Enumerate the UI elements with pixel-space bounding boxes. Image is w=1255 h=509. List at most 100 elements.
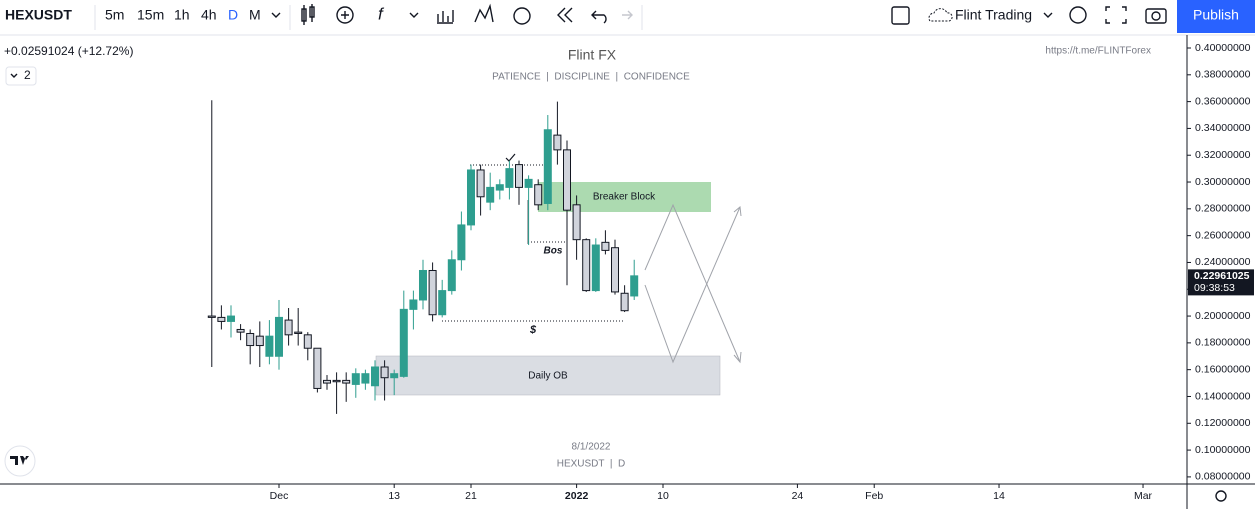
interval[interactable]: 1h [174, 7, 190, 23]
y-tick-label: 0.28000000 [1195, 203, 1251, 215]
settings-button[interactable] [1069, 6, 1087, 24]
candle-body [630, 275, 639, 297]
interval[interactable]: 5m [105, 7, 124, 23]
candle-body [620, 292, 629, 312]
redo-button[interactable] [622, 10, 633, 20]
chart-title: Flint FX [568, 47, 617, 63]
projection-path [644, 203, 741, 363]
candle-body [418, 269, 427, 301]
y-tick-label: 0.14000000 [1195, 390, 1251, 402]
candle-body [409, 299, 418, 310]
expand-button[interactable] [1105, 6, 1127, 24]
compare-icon [341, 11, 349, 19]
candle-body [447, 259, 456, 292]
templates-button[interactable] [437, 10, 454, 24]
candle-body [582, 239, 591, 292]
y-tick-label: 0.26000000 [1195, 229, 1251, 241]
y-tick-label: 0.20000000 [1195, 310, 1251, 322]
candle-body [332, 379, 341, 383]
watermark: HEXUSDT | D [557, 459, 626, 470]
indicator-toggle-icon [10, 73, 18, 78]
undo-button[interactable] [591, 10, 607, 24]
y-tick-label: 0.32000000 [1195, 149, 1251, 161]
snapshot-lens [1151, 11, 1161, 21]
last-price: 0.22961025 [1194, 270, 1250, 282]
axis-settings[interactable] [1215, 490, 1227, 502]
bos-label: Bos [544, 246, 563, 257]
candle-body [563, 149, 572, 211]
symbol[interactable]: HEXUSDT [5, 7, 72, 23]
candle-body [226, 315, 235, 322]
countdown: 09:38:53 [1194, 282, 1235, 294]
candle-body [236, 328, 245, 333]
chart-subtitle: PATIENCE | DISCIPLINE | CONFIDENCE [492, 72, 690, 83]
replay-back[interactable] [557, 7, 573, 23]
y-tick-label: 0.08000000 [1195, 471, 1251, 483]
candle-body [284, 319, 293, 336]
candle-body [543, 129, 552, 204]
interval-menu[interactable] [271, 12, 281, 18]
candle-body [294, 331, 303, 334]
layout-name[interactable]: Flint Trading [955, 7, 1032, 23]
candle-body [428, 269, 437, 316]
y-tick-label: 0.16000000 [1195, 363, 1251, 375]
x-tick-label: Feb [865, 490, 883, 502]
x-tick-label: 13 [388, 490, 400, 502]
indicators-button[interactable]: f [378, 4, 385, 23]
compare-button[interactable] [336, 6, 354, 24]
publish-button[interactable] [1177, 0, 1255, 33]
zone-label: Breaker Block [593, 192, 656, 203]
change: +0.02591024 (+12.72%) [4, 44, 133, 58]
logo-mark [10, 456, 29, 465]
candle-body [524, 178, 533, 188]
candle-body [553, 134, 562, 151]
candle-body [274, 316, 283, 357]
indicator-count[interactable]: 2 [24, 68, 31, 82]
projection-arrow [733, 351, 742, 364]
indicator-toggle[interactable] [5, 66, 37, 86]
interval[interactable]: 4h [201, 7, 217, 23]
candle-body [322, 379, 331, 384]
chart-style-button[interactable] [301, 4, 315, 25]
indicators-menu[interactable] [409, 12, 419, 18]
x-tick-label: Dec [270, 490, 289, 502]
x-tick-label: 14 [993, 490, 1005, 502]
x-tick-label: 10 [657, 490, 669, 502]
cloud-icon [928, 8, 953, 22]
daily-ob-zone [375, 355, 721, 396]
layout-menu[interactable] [1043, 12, 1053, 18]
projection-arrow [733, 206, 742, 217]
candle-body [265, 335, 274, 357]
candle-body [207, 315, 216, 318]
y-tick-label: 0.30000000 [1195, 176, 1251, 188]
x-tick-label: 24 [792, 490, 804, 502]
y-tick-label: 0.10000000 [1195, 444, 1251, 456]
liquidity-label: $ [529, 324, 537, 336]
interval[interactable]: 15m [137, 7, 164, 23]
fullscreen-button[interactable] [891, 6, 910, 25]
y-tick-label: 0.34000000 [1195, 122, 1251, 134]
publish-label[interactable]: Publish [1193, 7, 1239, 23]
logo[interactable] [4, 445, 36, 477]
x-tick-label: Mar [1134, 490, 1153, 502]
candle-body [370, 366, 379, 387]
y-tick-label: 0.24000000 [1195, 256, 1251, 268]
interval-active[interactable]: D [228, 7, 238, 23]
candle-body [601, 241, 610, 251]
candle-body [466, 169, 475, 226]
replay-button[interactable] [474, 3, 494, 23]
link: https://t.me/FLINTForex [1045, 46, 1151, 57]
snapshot-button[interactable] [1145, 8, 1167, 24]
candle-body [534, 184, 543, 206]
check-mark [505, 153, 516, 162]
y-tick-label: 0.40000000 [1195, 42, 1251, 54]
x-tick-label: 21 [465, 490, 477, 502]
last-price-tag [1188, 269, 1254, 296]
toolbar [0, 0, 1255, 35]
y-tick-label: 0.12000000 [1195, 417, 1251, 429]
interval[interactable]: M [249, 7, 261, 23]
zone-label: Daily OB [528, 371, 568, 382]
watermark: 8/1/2022 [572, 442, 611, 453]
alert-button[interactable] [513, 7, 531, 25]
